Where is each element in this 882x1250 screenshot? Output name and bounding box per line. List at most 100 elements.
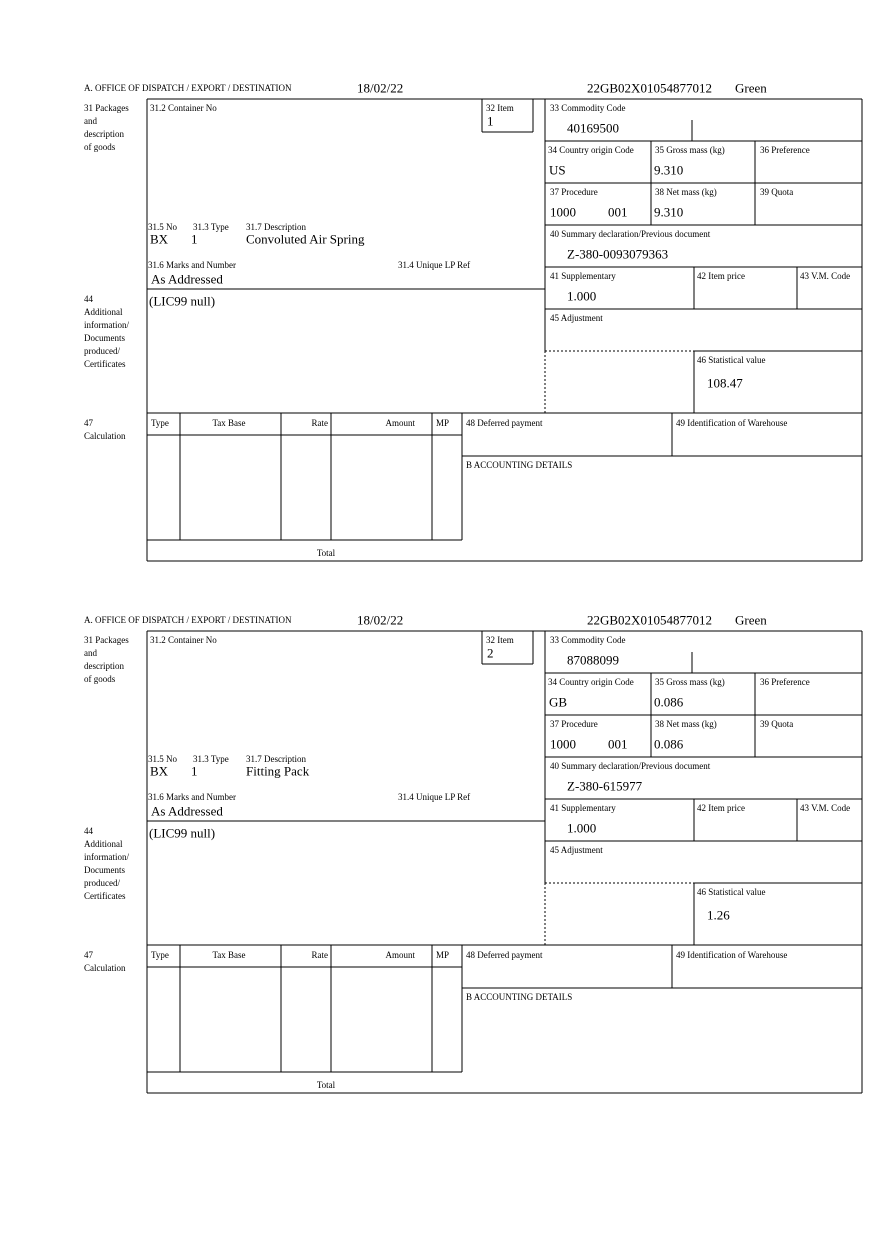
field-label: 37 Procedure [550, 719, 598, 729]
field-label: 48 Deferred payment [466, 418, 543, 428]
field-label: 31.2 Container No [150, 103, 217, 113]
commodity-value: 87088099 [567, 653, 619, 668]
commodity-value: 40169500 [567, 121, 619, 136]
side-label: Calculation [84, 431, 126, 441]
description-value: Convoluted Air Spring [246, 232, 365, 247]
side-label: 44 [84, 826, 94, 836]
field-label: 43 V.M. Code [800, 271, 850, 281]
field-label: 31.3 Type [193, 222, 229, 232]
office-label: A. OFFICE OF DISPATCH / EXPORT / DESTINA… [84, 615, 292, 625]
field-label: 38 Net mass (kg) [655, 187, 717, 197]
field-label: B ACCOUNTING DETAILS [466, 460, 572, 470]
field-label: 31.4 Unique LP Ref [398, 792, 470, 802]
reference: 22GB02X01054877012 [587, 81, 712, 96]
side-label: information/ [84, 320, 129, 330]
field-label: 31.7 Description [246, 222, 306, 232]
side-label: Calculation [84, 963, 126, 973]
side-label: 47 [84, 418, 94, 428]
net-value: 9.310 [654, 205, 683, 220]
marks-value: As Addressed [151, 804, 223, 819]
side-label: 31 Packages [84, 103, 129, 113]
additional-info: (LIC99 null) [149, 294, 215, 309]
field-label: 34 Country origin Code [548, 145, 634, 155]
side-label: 31 Packages [84, 635, 129, 645]
column-header: Rate [312, 950, 329, 960]
field-label: B ACCOUNTING DETAILS [466, 992, 572, 1002]
status: Green [735, 81, 767, 96]
date: 18/02/22 [357, 613, 403, 628]
side-label: information/ [84, 852, 129, 862]
gross-value: 9.310 [654, 163, 683, 178]
procedure-extra: 001 [608, 205, 628, 220]
field-label: 32 Item [486, 103, 514, 113]
side-label: Documents [84, 333, 125, 343]
supplementary-value: 1.000 [567, 821, 596, 836]
supplementary-value: 1.000 [567, 289, 596, 304]
column-header: Amount [385, 418, 415, 428]
statistical-value: 108.47 [707, 376, 743, 391]
description-value: Fitting Pack [246, 764, 310, 779]
total-label: Total [317, 548, 336, 558]
field-label: 31.6 Marks and Number [148, 792, 236, 802]
field-label: 39 Quota [760, 719, 793, 729]
field-label: 31.4 Unique LP Ref [398, 260, 470, 270]
no-value: BX [150, 764, 169, 779]
column-header: Type [151, 950, 169, 960]
side-label: description [84, 661, 124, 671]
field-label: 45 Adjustment [550, 845, 603, 855]
additional-info: (LIC99 null) [149, 826, 215, 841]
side-label: Documents [84, 865, 125, 875]
field-label: 42 Item price [697, 271, 745, 281]
field-label: 31.6 Marks and Number [148, 260, 236, 270]
previous-document: Z-380-0093079363 [567, 247, 668, 262]
field-label: 38 Net mass (kg) [655, 719, 717, 729]
field-label: 36 Preference [760, 145, 810, 155]
side-label: produced/ [84, 878, 120, 888]
field-label: 49 Identification of Warehouse [676, 950, 787, 960]
field-label: 41 Supplementary [550, 271, 616, 281]
status: Green [735, 613, 767, 628]
field-label: 43 V.M. Code [800, 803, 850, 813]
column-header: Type [151, 418, 169, 428]
field-label: 35 Gross mass (kg) [655, 677, 725, 687]
field-label: 45 Adjustment [550, 313, 603, 323]
side-label: 47 [84, 950, 94, 960]
net-value: 0.086 [654, 737, 684, 752]
column-header: Tax Base [212, 950, 245, 960]
statistical-value: 1.26 [707, 908, 730, 923]
field-label: 42 Item price [697, 803, 745, 813]
field-label: 31.5 No [148, 222, 177, 232]
type-value: 1 [191, 232, 198, 247]
field-label: 35 Gross mass (kg) [655, 145, 725, 155]
field-label: 46 Statistical value [697, 355, 765, 365]
type-value: 1 [191, 764, 198, 779]
side-label: and [84, 648, 97, 658]
side-label: produced/ [84, 346, 120, 356]
origin-value: US [549, 163, 566, 178]
side-label: of goods [84, 142, 116, 152]
field-label: 37 Procedure [550, 187, 598, 197]
side-label: Additional [84, 839, 123, 849]
field-label: 34 Country origin Code [548, 677, 634, 687]
side-label: and [84, 116, 97, 126]
field-label: 31.3 Type [193, 754, 229, 764]
reference: 22GB02X01054877012 [587, 613, 712, 628]
procedure-extra: 001 [608, 737, 628, 752]
field-label: 31.7 Description [246, 754, 306, 764]
field-label: 33 Commodity Code [550, 635, 626, 645]
side-label: of goods [84, 674, 116, 684]
field-label: 36 Preference [760, 677, 810, 687]
field-label: 41 Supplementary [550, 803, 616, 813]
column-header: Rate [312, 418, 329, 428]
side-label: 44 [84, 294, 94, 304]
side-label: Certificates [84, 359, 126, 369]
field-label: 40 Summary declaration/Previous document [550, 229, 711, 239]
previous-document: Z-380-615977 [567, 779, 643, 794]
procedure-value: 1000 [550, 205, 576, 220]
field-label: 39 Quota [760, 187, 793, 197]
field-label: 32 Item [486, 635, 514, 645]
field-label: 46 Statistical value [697, 887, 765, 897]
column-header: MP [436, 418, 449, 428]
no-value: BX [150, 232, 169, 247]
field-label: 31.2 Container No [150, 635, 217, 645]
